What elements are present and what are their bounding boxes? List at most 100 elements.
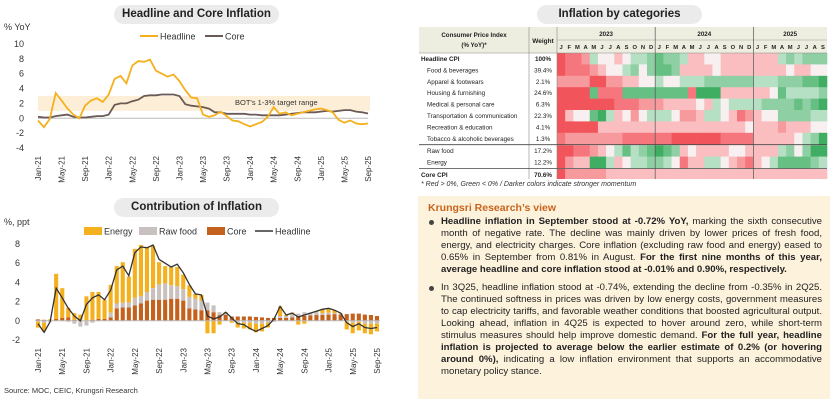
inflation-heatmap: Consumer Price Index (% YoY)* Weight 2023 20… xyxy=(419,27,828,179)
heat-cell xyxy=(565,132,574,145)
bar-raw-food xyxy=(138,295,143,304)
heat-cell xyxy=(687,87,697,99)
contribution-bar-chart: %, ppt 8 6 4 2 0 -2 Jan-21 May-21 Sep-21 Jan-22 Ma… xyxy=(4,217,382,375)
heat-cell xyxy=(565,156,574,169)
y-tick-label: 0 xyxy=(15,316,20,326)
y-tick-label: 8 xyxy=(15,239,20,249)
bar-core xyxy=(320,315,325,321)
bar-energy xyxy=(54,273,59,319)
heat-cell xyxy=(810,110,820,122)
heat-cell xyxy=(630,98,640,111)
bar-core xyxy=(157,299,162,321)
heat-cell xyxy=(745,98,754,111)
heat-cell xyxy=(728,145,738,157)
bar-core xyxy=(114,308,119,321)
bar-core xyxy=(60,317,65,321)
heat-cell xyxy=(638,53,648,65)
heat-cell xyxy=(786,132,795,145)
heat-cell xyxy=(802,64,811,77)
heat-cell xyxy=(655,110,664,122)
heat-cell xyxy=(589,110,599,122)
heat-cell xyxy=(647,87,656,99)
x-tick-label: May-23 xyxy=(204,347,213,374)
heat-cell xyxy=(761,156,771,169)
heatmap-title: Inflation by categories xyxy=(537,5,702,24)
heat-cell xyxy=(597,75,607,88)
y-tick-label: 0 xyxy=(19,113,24,123)
x-tick-label: Sep-24 xyxy=(293,155,302,181)
bar-raw-food xyxy=(278,316,283,318)
x-tick-label: May-23 xyxy=(199,155,208,182)
heat-cell xyxy=(589,98,599,111)
bar-core xyxy=(326,314,331,321)
bar-core xyxy=(368,315,373,321)
bar-core xyxy=(362,314,367,321)
line-chart-title: Headline and Core Inflation xyxy=(114,5,279,24)
bar-energy xyxy=(241,322,246,329)
bar-raw-food xyxy=(84,320,89,326)
bar-energy xyxy=(181,274,186,290)
month-header: A xyxy=(682,45,687,51)
legend-label: Headline xyxy=(275,227,311,237)
heat-cell xyxy=(810,145,820,157)
x-tick-label: May-24 xyxy=(270,155,279,182)
col-header-weight: Weight xyxy=(532,38,554,45)
heat-cell xyxy=(622,169,631,179)
bar-energy xyxy=(199,294,204,301)
heat-cell xyxy=(704,110,713,122)
heat-cell xyxy=(638,110,648,122)
bar-core xyxy=(302,316,307,321)
row-weight: 1.3% xyxy=(536,136,551,143)
heat-cell xyxy=(802,98,811,111)
heat-cell xyxy=(753,121,762,134)
heat-cell xyxy=(606,110,615,122)
legend-swatch xyxy=(139,227,157,235)
month-header: M xyxy=(788,45,793,51)
heat-cell xyxy=(687,98,697,111)
row-weight: 70.6% xyxy=(534,172,552,179)
heat-cell xyxy=(557,169,566,179)
heat-cell xyxy=(622,98,631,111)
bar-energy xyxy=(175,267,180,287)
heat-cell xyxy=(712,132,721,145)
bar-core xyxy=(181,300,186,321)
heat-cell xyxy=(769,87,779,99)
heat-cell xyxy=(663,145,672,157)
bar-energy xyxy=(187,285,192,297)
heat-cell xyxy=(753,110,762,122)
heat-cell xyxy=(777,64,787,77)
bar-energy xyxy=(169,267,174,286)
heat-cell xyxy=(794,75,803,88)
x-tick-label: Sep-23 xyxy=(228,347,237,373)
col-header-cpi-unit: (% YoY)* xyxy=(461,42,487,49)
heat-cell xyxy=(761,145,771,157)
heat-cell xyxy=(818,132,828,145)
heat-cell xyxy=(728,121,738,134)
heat-cell xyxy=(818,53,828,65)
heat-cell xyxy=(712,145,721,157)
row-label: Transportation & communication xyxy=(427,113,518,120)
x-tick-label: Sep-22 xyxy=(155,347,164,373)
row-label: Housing & furnishing xyxy=(427,90,486,97)
bar-energy xyxy=(235,322,240,328)
row-weight: 17.2% xyxy=(534,148,552,155)
y-axis-label: %, ppt xyxy=(4,217,30,227)
x-tick-label: May-25 xyxy=(349,347,358,374)
heat-cell xyxy=(622,156,631,169)
heat-cell xyxy=(753,75,762,88)
bar-energy xyxy=(157,262,162,285)
bar-core xyxy=(350,313,355,321)
heat-cell xyxy=(622,110,631,122)
heat-cell xyxy=(557,145,566,157)
heat-cell xyxy=(810,98,820,111)
heat-cell xyxy=(745,64,754,77)
bar-energy xyxy=(326,308,331,313)
heat-cell xyxy=(769,75,779,88)
bar-raw-food xyxy=(72,320,77,324)
bar-core xyxy=(126,307,131,321)
heat-cell xyxy=(614,110,623,122)
heat-cell xyxy=(802,53,811,65)
heat-cell xyxy=(581,98,591,111)
heat-cell xyxy=(647,53,656,65)
heat-cell xyxy=(647,98,656,111)
